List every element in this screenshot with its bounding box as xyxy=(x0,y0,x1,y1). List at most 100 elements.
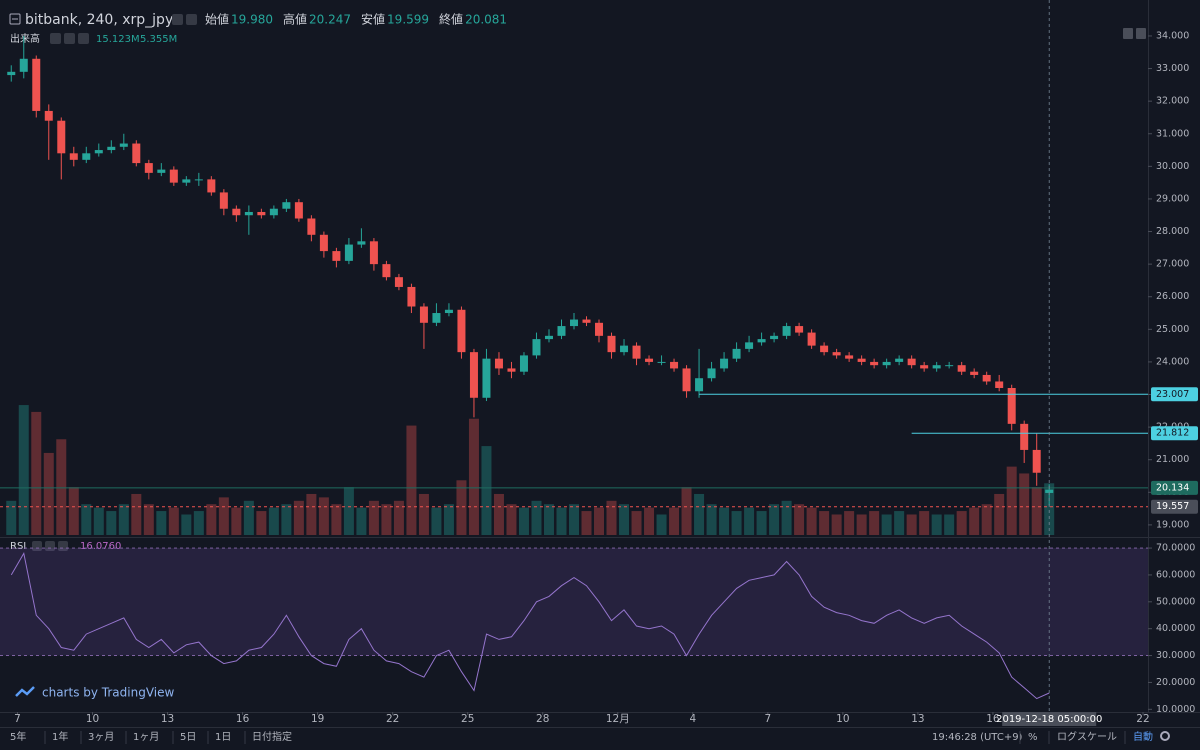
range-button[interactable]: 1日 xyxy=(215,732,231,743)
candle-body xyxy=(732,348,741,359)
candle-body xyxy=(257,211,266,216)
volume-bar xyxy=(656,514,667,535)
ohlc-value: 20.247 xyxy=(309,13,351,27)
volume-bar xyxy=(493,493,504,535)
candle-body xyxy=(44,110,53,121)
candle-body xyxy=(782,326,791,336)
volume-bar xyxy=(769,504,780,535)
candle-body xyxy=(269,208,278,216)
volume-bar xyxy=(994,493,1005,535)
volume-bar xyxy=(181,514,192,535)
candle-body xyxy=(595,322,604,336)
option-button[interactable]: ログスケール xyxy=(1057,730,1117,743)
x-tick-label: 16 xyxy=(236,713,250,725)
candle-body xyxy=(194,179,203,181)
crosshair-label: 2019-12-18 05:00:00 xyxy=(996,714,1102,725)
rsi-tick-label: 40.0000 xyxy=(1156,623,1195,634)
volume-close-icon[interactable] xyxy=(78,33,89,44)
candle-body xyxy=(94,150,103,154)
range-button[interactable]: 1年 xyxy=(52,730,68,743)
y-tick-label: 31.000 xyxy=(1156,128,1189,139)
volume-bar xyxy=(468,418,479,535)
range-button[interactable]: 日付指定 xyxy=(252,730,292,743)
candle-body xyxy=(119,143,128,147)
rsi-tick-label: 70.0000 xyxy=(1156,543,1195,554)
candle-body xyxy=(620,345,629,353)
volume-eye-icon[interactable] xyxy=(50,33,61,44)
candle-body xyxy=(207,179,216,193)
volume-bar xyxy=(1031,487,1042,535)
level-label: 23.007 xyxy=(1156,389,1189,400)
candle-body xyxy=(745,342,754,349)
range-button[interactable]: 3ヶ月 xyxy=(88,731,114,743)
volume-bar xyxy=(318,497,329,535)
volume-bar xyxy=(669,507,680,535)
candle-body xyxy=(382,264,391,278)
candle-body xyxy=(1045,489,1054,493)
volume-bar xyxy=(381,504,392,535)
range-button[interactable]: 1ヶ月 xyxy=(133,731,159,743)
rsi-close-icon[interactable] xyxy=(58,541,68,551)
collapse-icon[interactable] xyxy=(9,13,21,25)
candle-body xyxy=(344,244,353,261)
candle-body xyxy=(494,358,503,369)
range-button[interactable]: 5日 xyxy=(180,732,196,743)
source-icon[interactable] xyxy=(186,14,197,25)
y-tick-label: 28.000 xyxy=(1156,226,1189,237)
candle-body xyxy=(657,361,666,363)
candle-body xyxy=(532,339,541,356)
rsi-settings-icon[interactable] xyxy=(45,541,55,551)
candle-body xyxy=(407,286,416,307)
volume-bar xyxy=(981,504,992,535)
candle-body xyxy=(332,251,341,261)
level-label: 19.557 xyxy=(1156,501,1189,512)
candle-body xyxy=(857,358,866,362)
rsi-label: RSI xyxy=(10,541,26,552)
candle-body xyxy=(432,313,441,323)
candle-body xyxy=(419,306,428,323)
range-button[interactable]: 5年 xyxy=(10,730,26,743)
watermark[interactable]: charts by TradingView xyxy=(42,686,174,700)
scroll-down-button[interactable] xyxy=(1136,28,1146,39)
volume-bar xyxy=(106,511,117,535)
scroll-up-button[interactable] xyxy=(1123,28,1133,39)
rsi-band xyxy=(0,548,1148,656)
volume-bar xyxy=(368,500,379,535)
y-tick-label: 19.000 xyxy=(1156,519,1189,530)
volume-bar xyxy=(1044,483,1055,535)
x-tick-label: 7 xyxy=(764,713,771,725)
candle-body xyxy=(282,202,291,209)
rsi-tick-label: 10.0000 xyxy=(1156,704,1195,715)
volume-bar xyxy=(956,511,967,535)
watermark-logo xyxy=(15,686,35,697)
x-tick-label: 10 xyxy=(836,713,849,725)
settings-gear[interactable] xyxy=(1160,731,1170,741)
volume-bar xyxy=(81,504,92,535)
volume-bar xyxy=(193,511,204,535)
candle-body xyxy=(832,352,841,356)
candle-body xyxy=(107,146,116,151)
candle-body xyxy=(607,335,616,353)
candle-body xyxy=(19,58,28,72)
x-tick-label: 10 xyxy=(86,713,99,725)
settings-icon[interactable] xyxy=(172,14,183,25)
candle-body xyxy=(945,365,954,367)
candle-body xyxy=(757,339,766,343)
candle-body xyxy=(570,319,578,327)
candle-body xyxy=(670,361,679,369)
ohlc-label: 終値 xyxy=(439,12,463,27)
volume-bar xyxy=(293,500,304,535)
rsi-eye-icon[interactable] xyxy=(32,541,42,551)
volume-bar xyxy=(343,487,354,535)
x-tick-label: 12月 xyxy=(606,713,630,725)
option-button[interactable]: 自動 xyxy=(1133,730,1153,743)
y-tick-label: 26.000 xyxy=(1156,291,1189,302)
option-button[interactable]: % xyxy=(1028,732,1038,743)
volume-ma-value: 5.355M xyxy=(140,34,177,45)
rsi-value: 16.0760 xyxy=(80,541,121,552)
volume-bar xyxy=(1006,466,1017,535)
volume-settings-icon[interactable] xyxy=(64,33,75,44)
candle-body xyxy=(895,358,904,362)
candle-body xyxy=(770,335,779,340)
